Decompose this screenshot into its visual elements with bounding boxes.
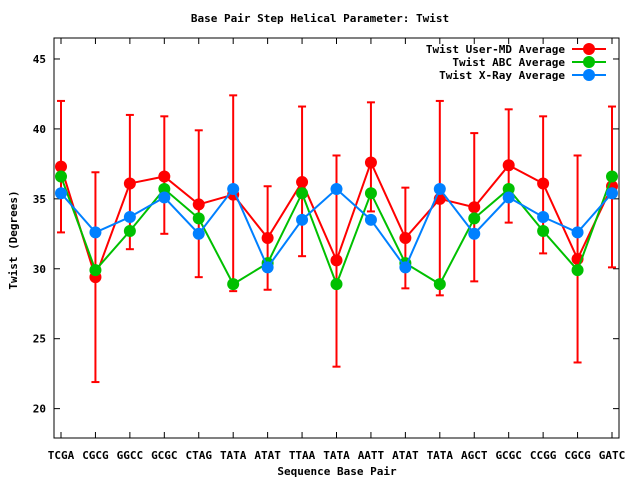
x-axis-label: Sequence Base Pair (277, 465, 397, 478)
x-ticks: TCGA CGCG GGCC GCGC CTAG TATA ATAT TTAA TATA AATT… (48, 38, 626, 462)
data-point (399, 232, 412, 244)
x-tick-label: ATAT (254, 449, 281, 462)
data-point (399, 261, 412, 274)
data-point (192, 198, 205, 211)
x-tick-label: TATA (323, 449, 350, 462)
x-tick-label: TTAA (289, 449, 316, 462)
x-tick-label: GGCC (117, 449, 144, 462)
data-point (227, 278, 240, 291)
data-point (158, 170, 171, 183)
series-lines (55, 156, 618, 291)
data-point (330, 183, 343, 196)
series-3 (55, 183, 618, 274)
data-point (364, 213, 377, 226)
data-point (502, 159, 515, 172)
data-point (468, 227, 481, 240)
legend-label: Twist ABC Average (452, 56, 565, 69)
y-tick-label: 20 (33, 403, 46, 416)
legend-marker (583, 69, 595, 81)
legend-label: Twist User-MD Average (426, 43, 565, 56)
data-point (192, 227, 205, 240)
data-point (55, 160, 67, 173)
series-1 (55, 156, 618, 284)
x-tick-label: GCGC (495, 449, 522, 462)
x-tick-label: CGCG (82, 449, 109, 462)
data-point (55, 187, 67, 200)
chart-title: Base Pair Step Helical Parameter: Twist (191, 12, 449, 25)
data-point (364, 156, 377, 169)
data-point (55, 170, 67, 183)
x-tick-label: ATAT (392, 449, 419, 462)
data-point (433, 278, 446, 291)
data-point (227, 183, 240, 196)
x-tick-label: CGCG (564, 449, 591, 462)
x-tick-label: AGCT (461, 449, 488, 462)
data-point (158, 183, 171, 196)
x-tick-label: TATA (220, 449, 247, 462)
x-tick-label: CCGG (530, 449, 557, 462)
data-point (192, 212, 205, 225)
y-tick-label: 25 (33, 333, 46, 346)
data-point (158, 191, 171, 204)
data-point (502, 183, 515, 196)
error-bars (57, 94, 616, 384)
data-point (571, 264, 584, 277)
x-tick-label: AATT (358, 449, 385, 462)
data-point (330, 254, 343, 267)
x-tick-label: TCGA (48, 449, 75, 462)
x-tick-label: CTAG (186, 449, 213, 462)
data-point (433, 183, 446, 196)
data-point (89, 264, 102, 277)
y-axis-label: Twist (Degrees) (7, 190, 20, 289)
data-point (261, 261, 274, 274)
data-point (571, 226, 584, 239)
data-point (537, 225, 550, 238)
y-tick-label: 40 (33, 123, 46, 136)
data-point (502, 191, 515, 204)
y-tick-label: 45 (33, 53, 46, 66)
data-point (296, 187, 309, 200)
y-tick-label: 30 (33, 263, 46, 276)
data-point (89, 226, 102, 239)
data-point (468, 212, 481, 225)
x-tick-label: GATC (599, 449, 626, 462)
data-point (330, 278, 343, 291)
data-point (261, 232, 274, 244)
data-point (606, 170, 618, 183)
data-point (123, 177, 136, 190)
data-point (537, 177, 550, 190)
x-tick-label: GCGC (151, 449, 178, 462)
y-tick-label: 35 (33, 193, 46, 206)
y-ticks: 20 25 30 35 40 45 (33, 53, 619, 416)
x-tick-label: TATA (427, 449, 454, 462)
data-point (537, 211, 550, 224)
data-point (123, 225, 136, 238)
data-point (296, 176, 309, 189)
legend-marker (583, 56, 595, 68)
data-point (364, 187, 377, 200)
data-point (606, 187, 618, 200)
data-point (296, 213, 309, 226)
data-point (123, 211, 136, 224)
legend-label: Twist X-Ray Average (439, 69, 565, 82)
legend-marker (583, 43, 595, 55)
data-point (468, 201, 481, 214)
